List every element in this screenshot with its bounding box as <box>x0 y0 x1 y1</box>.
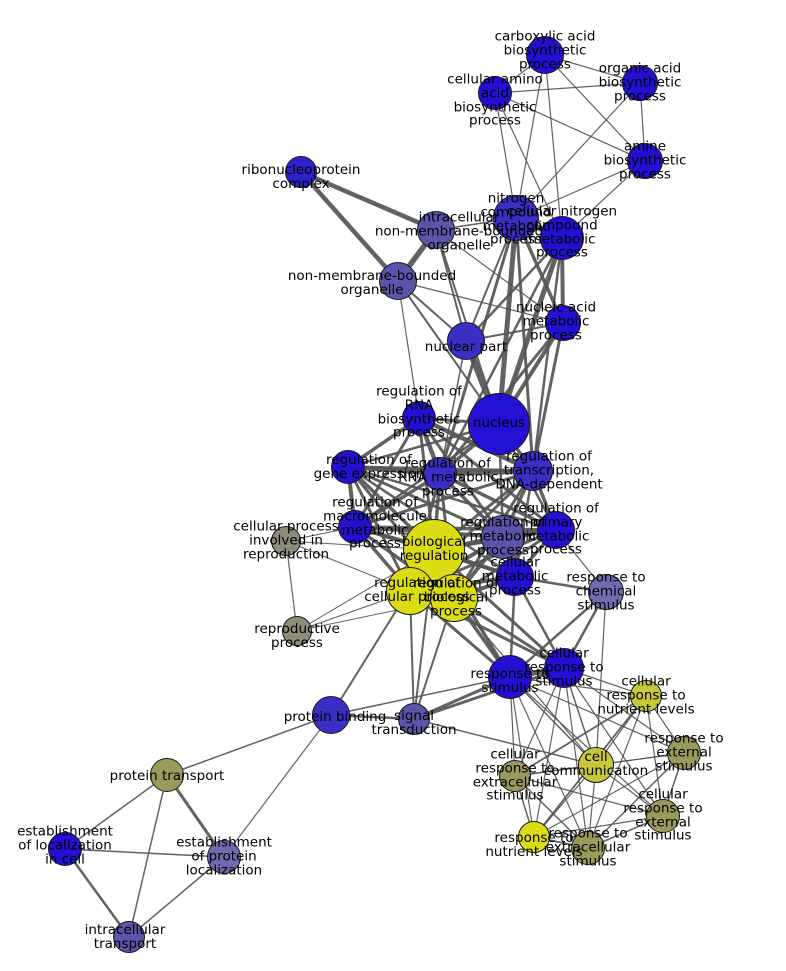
graph-node-regulation_of_rna_biosynthetic_process[interactable] <box>402 401 436 435</box>
graph-node-regulation_of_biological_process[interactable] <box>430 574 478 622</box>
graph-node-reproductive_process[interactable] <box>282 616 312 646</box>
graph-edge <box>300 169 437 233</box>
graph-edge <box>417 417 505 538</box>
graph-edge <box>354 469 534 529</box>
graph-node-nuclear_part[interactable] <box>447 322 485 360</box>
graph-node-carboxylic_acid_biosynthetic_process[interactable] <box>526 36 564 74</box>
graph-edge <box>353 417 421 528</box>
graph-edge <box>496 237 565 425</box>
graph-node-regulation_of_transcription_dna_dependent[interactable] <box>513 451 553 491</box>
graph-node-regulation_of_metabolic_process[interactable] <box>481 515 525 559</box>
graph-edge <box>465 237 563 342</box>
graph-edge <box>330 676 511 716</box>
graph-node-cellular_response_to_extracellular_stimulus[interactable] <box>499 760 531 792</box>
graph-edge <box>64 848 225 858</box>
graph-node-intracellular_transport[interactable] <box>113 921 145 953</box>
graph-edge <box>544 54 646 162</box>
graph-edge <box>494 92 563 239</box>
graph-node-organic_acid_biosynthetic_process[interactable] <box>622 65 658 101</box>
graph-edge <box>514 775 664 817</box>
graph-node-protein_transport[interactable] <box>150 758 184 792</box>
graph-edge <box>509 676 589 849</box>
graph-edge <box>509 676 664 817</box>
graph-edge <box>587 752 685 849</box>
graph-edge <box>347 465 504 539</box>
graph-edge <box>496 217 519 425</box>
graph-edge <box>645 695 664 817</box>
graph-node-response_to_extracellular_stimulus[interactable] <box>571 831 605 865</box>
graph-edge <box>595 591 607 766</box>
graph-edge <box>397 280 564 324</box>
graph-node-non_membrane_bounded_organelle[interactable] <box>379 262 417 300</box>
graph-node-protein_binding[interactable] <box>312 696 350 734</box>
graph-edge <box>128 774 168 938</box>
graph-node-regulation_of_primary_metabolic_process[interactable] <box>537 511 575 549</box>
graph-node-signal_transduction[interactable] <box>398 703 430 735</box>
graph-edge <box>563 667 664 817</box>
graph-edge <box>397 280 420 419</box>
graph-node-cell_communication[interactable] <box>578 747 614 783</box>
graph-node-response_to_chemical_stimulus[interactable] <box>588 574 624 610</box>
graph-node-regulation_of_cellular_process[interactable] <box>386 567 434 615</box>
graph-node-amine_biosynthetic_process[interactable] <box>627 143 663 179</box>
graph-node-cellular_response_to_external_stimulus[interactable] <box>646 799 680 833</box>
graph-node-response_to_external_stimulus[interactable] <box>667 736 701 770</box>
graph-node-cellular_amino_acid_biosynthetic_process[interactable] <box>478 76 512 110</box>
graph-node-establishment_of_localization_in_cell[interactable] <box>48 832 82 866</box>
graph-edge <box>299 170 400 283</box>
graph-edge <box>435 229 564 324</box>
graph-edge <box>439 472 557 532</box>
graph-node-ribonucleoprotein_complex[interactable] <box>285 156 317 188</box>
graph-edge <box>63 848 131 938</box>
graph-edge <box>413 718 597 766</box>
graph-node-response_to_nutrient_levels[interactable] <box>518 821 550 853</box>
graph-node-regulation_of_cellular_metabolic_process[interactable] <box>496 558 534 596</box>
graph-edge <box>515 82 641 219</box>
graph-node-cellular_nitrogen_compound_metabolic_process[interactable] <box>540 216 584 260</box>
graph-node-nucleic_acid_metabolic_process[interactable] <box>545 305 581 341</box>
graph-edge <box>563 667 589 849</box>
graph-edge <box>166 714 332 776</box>
graph-edge <box>544 54 563 239</box>
graph-edge <box>515 160 646 219</box>
graph-node-regulation_of_rna_metabolic_process[interactable] <box>423 457 457 491</box>
graph-edge <box>587 695 647 849</box>
graph-node-establishment_of_protein_localization[interactable] <box>207 840 241 874</box>
graph-edge <box>533 815 664 838</box>
graph-edge <box>347 465 557 532</box>
graph-node-regulation_of_gene_expression[interactable] <box>331 450 365 484</box>
graph-edge <box>515 54 546 219</box>
graph-node-regulation_of_macromolecule_metabolic_process[interactable] <box>338 510 372 544</box>
graph-edge <box>509 676 535 838</box>
graph-node-cellular_response_to_stimulus[interactable] <box>544 648 584 688</box>
graph-edge <box>128 856 225 938</box>
graph-node-response_to_stimulus[interactable] <box>488 655 532 699</box>
graph-node-intracellular_non_membrane_bounded_organelle[interactable] <box>417 211 455 249</box>
graph-edge <box>223 714 332 858</box>
graph-node-nucleus[interactable] <box>468 393 530 455</box>
graph-node-cellular_process_involved_in_reproduction[interactable] <box>271 526 301 556</box>
graph-edge <box>64 774 168 850</box>
graph-edge <box>494 82 641 94</box>
graph-edge <box>531 237 564 472</box>
graph-edge <box>514 695 647 777</box>
graph-node-cellular_response_to_nutrient_levels[interactable] <box>630 680 662 712</box>
graph-edge <box>509 676 685 754</box>
graph-edge <box>494 92 646 162</box>
graph-edge <box>531 322 565 472</box>
graph-edge <box>413 666 565 721</box>
graph-node-nitrogen_compound_metabolic_process[interactable] <box>493 195 539 241</box>
graph-edge <box>563 667 685 754</box>
graph-edge <box>533 752 685 838</box>
